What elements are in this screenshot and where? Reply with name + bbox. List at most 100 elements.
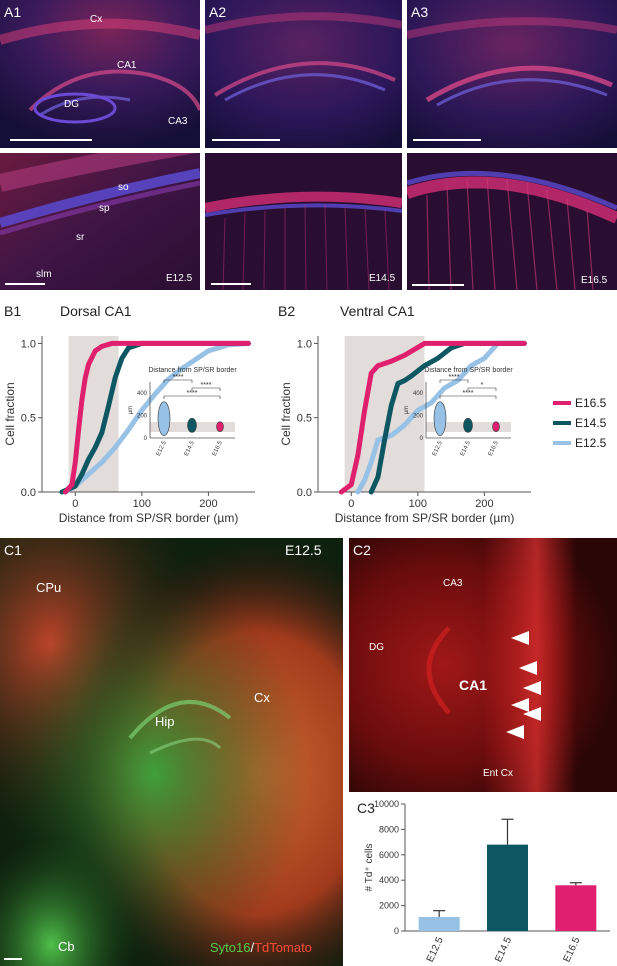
panel-title: Dorsal CA1 bbox=[60, 303, 132, 319]
layer-label: slm bbox=[36, 269, 52, 280]
x-tick-label: E14.5 bbox=[493, 935, 514, 963]
panel-a1: A1 Cx CA1 DG CA3 bbox=[0, 0, 200, 148]
y-tick-label: 1.0 bbox=[297, 338, 312, 350]
inset-violin bbox=[492, 421, 500, 432]
significance-label: **** bbox=[463, 390, 474, 397]
bar-E12.5 bbox=[418, 917, 460, 931]
legend-label: E12.5 bbox=[575, 436, 607, 450]
panel-a3: A3 bbox=[407, 0, 617, 148]
inset-title: Distance from SP/SR border bbox=[148, 367, 237, 374]
inset-y-tick-label: 200 bbox=[137, 414, 148, 420]
inset-violin bbox=[216, 421, 224, 432]
x-tick-label: E16.5 bbox=[562, 935, 583, 963]
series-line-E12.5 bbox=[62, 340, 251, 495]
legend-label: E14.5 bbox=[575, 416, 607, 430]
inset-x-tick-label: E14.5 bbox=[184, 440, 196, 457]
a3-image bbox=[407, 0, 617, 148]
y-tick-label: 8000 bbox=[379, 824, 399, 834]
series-line-E12.5 bbox=[355, 340, 527, 495]
scale-bar bbox=[412, 284, 464, 286]
scale-bar bbox=[211, 283, 251, 285]
inset-title: Distance from SP/SR border bbox=[424, 367, 513, 374]
arrowhead-icon bbox=[511, 631, 529, 645]
region-label: CA1 bbox=[117, 60, 137, 71]
panel-a2-zoom: E14.5 bbox=[205, 153, 402, 290]
chart-legend: E16.5 E14.5 E12.5 bbox=[553, 396, 607, 450]
significance-bracket bbox=[439, 379, 469, 383]
y-tick-label: 0 bbox=[394, 926, 399, 936]
panel-label: B2 bbox=[278, 303, 296, 319]
panel-label: C3 bbox=[357, 800, 375, 816]
region-label: Cx bbox=[254, 690, 270, 705]
series-line-E14.5 bbox=[368, 340, 527, 495]
inset-y-axis-label: µm bbox=[128, 406, 134, 414]
x-tick-label: E12.5 bbox=[425, 935, 446, 963]
layer-label: so bbox=[118, 182, 129, 193]
y-tick-label: 10000 bbox=[374, 799, 399, 809]
stage-label: E16.5 bbox=[581, 275, 608, 286]
inset-violin bbox=[433, 401, 447, 436]
region-label: DG bbox=[369, 642, 384, 653]
stain-green: Syto16 bbox=[210, 940, 251, 955]
x-tick-label: 0 bbox=[348, 498, 354, 510]
y-tick-label: 2000 bbox=[379, 901, 399, 911]
series-line-E16.5 bbox=[338, 340, 527, 495]
region-label: CA1 bbox=[459, 677, 488, 693]
inset-x-tick-label: E14.5 bbox=[460, 440, 472, 457]
x-axis-label: Distance from SP/SR border (µm) bbox=[59, 511, 239, 525]
x-tick-label: 100 bbox=[133, 498, 151, 510]
y-tick-label: 0.5 bbox=[21, 413, 36, 425]
inset-violin bbox=[187, 418, 197, 433]
significance-bracket bbox=[191, 387, 221, 391]
stain-red: TdTomato bbox=[254, 940, 312, 955]
inset-y-tick-label: 400 bbox=[413, 391, 424, 397]
region-label: DG bbox=[64, 99, 79, 110]
scale-bar bbox=[413, 139, 481, 141]
x-tick-label: 100 bbox=[409, 498, 427, 510]
stage-label: E12.5 bbox=[285, 542, 322, 558]
panel-label: C1 bbox=[4, 542, 22, 558]
a2-image bbox=[205, 0, 402, 148]
inset-x-tick-label: E16.5 bbox=[488, 440, 500, 457]
significance-label: **** bbox=[449, 374, 460, 381]
layer-label: sr bbox=[76, 232, 85, 243]
y-tick-label: 1.0 bbox=[21, 338, 36, 350]
layer-label: sp bbox=[99, 203, 110, 214]
region-label: CPu bbox=[36, 580, 62, 595]
panel-label: A2 bbox=[209, 4, 227, 20]
c3-chart: 0 2000 4000 6000 8000 10000 # Td⁺ cells E12.5 E1… bbox=[364, 799, 610, 963]
arrowhead-icon bbox=[523, 681, 541, 695]
a1-zoom-image bbox=[0, 153, 200, 290]
region-label: CA3 bbox=[168, 116, 188, 127]
x-axis-label: Distance from SP/SR border (µm) bbox=[335, 511, 515, 525]
inset-y-axis-label: µm bbox=[404, 406, 410, 414]
a2-zoom-image bbox=[205, 153, 402, 290]
significance-bracket bbox=[467, 387, 497, 391]
inset-x-tick-label: E16.5 bbox=[212, 440, 224, 457]
significance-label: **** bbox=[173, 374, 184, 381]
y-tick-label: 0.0 bbox=[21, 487, 36, 499]
significance-bracket bbox=[163, 395, 221, 399]
region-label: CA3 bbox=[443, 578, 463, 589]
region-label: Ent Cx bbox=[483, 768, 514, 779]
panel-a1-zoom: so sp sr slm E12.5 bbox=[0, 153, 200, 290]
a1-image bbox=[0, 0, 200, 148]
panel-a2: A2 bbox=[205, 0, 402, 148]
panel-label: C2 bbox=[353, 542, 371, 558]
y-tick-label: 4000 bbox=[379, 875, 399, 885]
bar-E14.5 bbox=[487, 844, 528, 931]
panel-label: B1 bbox=[4, 303, 22, 319]
inset-violin bbox=[157, 401, 171, 436]
significance-bracket bbox=[163, 379, 193, 383]
y-tick-label: 6000 bbox=[379, 850, 399, 860]
panel-label: A3 bbox=[411, 4, 429, 20]
y-axis-label: Cell fraction bbox=[279, 382, 293, 445]
region-label: Cx bbox=[90, 14, 103, 25]
scale-bar bbox=[212, 139, 280, 141]
inset-y-tick-label: 400 bbox=[137, 391, 148, 397]
arrowhead-icon bbox=[519, 661, 537, 675]
arrowheads bbox=[506, 631, 541, 739]
significance-bracket bbox=[439, 395, 497, 399]
